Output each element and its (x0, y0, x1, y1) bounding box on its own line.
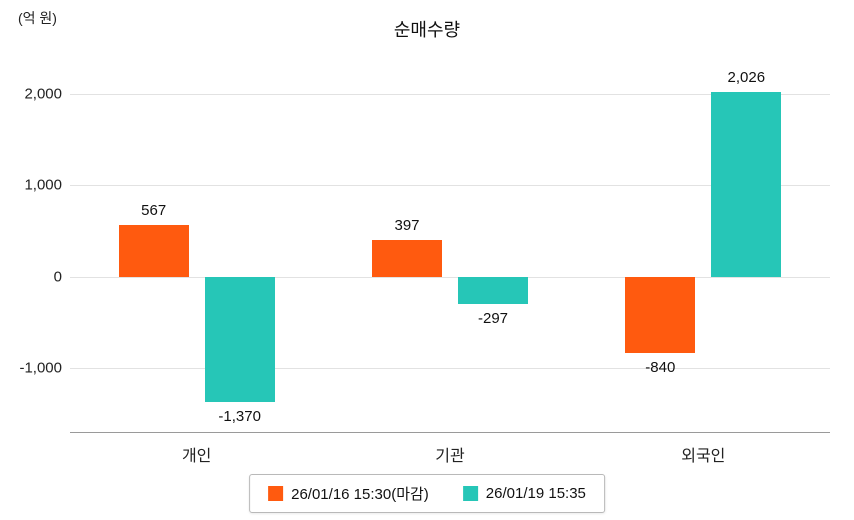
bar-value-label: 567 (141, 201, 167, 219)
legend-swatch-icon (462, 486, 478, 501)
plot-area: 567 -1,370 397 -297 -840 2,026 (70, 62, 830, 433)
bar-series1-외국인 (625, 276, 696, 354)
legend-label: 26/01/19 15:35 (485, 485, 586, 502)
bar-value-label: 397 (394, 217, 420, 235)
bar-value-label: -297 (477, 309, 509, 327)
x-category-label: 기관 (435, 448, 465, 465)
legend: 26/01/16 15:30(마감) 26/01/19 15:35 (249, 474, 605, 513)
y-axis-unit-label: (억 원) (18, 10, 57, 26)
x-category-label: 개인 (181, 448, 212, 465)
y-tick-label: 1,000 (24, 176, 62, 194)
gridline (70, 185, 830, 187)
bar-value-label: -1,370 (218, 407, 261, 425)
chart-title: 순매수량 (393, 20, 461, 40)
bar-series2-외국인 (711, 91, 782, 277)
y-tick-label: 0 (53, 268, 62, 286)
gridline (70, 368, 830, 369)
bar-series2-기관 (458, 276, 528, 304)
gridline (70, 94, 830, 95)
bar-series2-개인 (204, 276, 275, 402)
y-tick-label: 2,000 (24, 85, 62, 103)
y-axis: 2,000 1,000 0 -1,000 (0, 62, 62, 432)
legend-swatch-icon (268, 486, 284, 501)
legend-item-1: 26/01/16 15:30(마감) (268, 483, 429, 504)
y-tick-label: -1,000 (19, 359, 62, 377)
gridline (70, 276, 830, 278)
x-category-label: 외국인 (681, 448, 726, 465)
legend-item-2: 26/01/19 15:35 (462, 485, 586, 502)
bar-value-label: -840 (645, 359, 676, 377)
bar-value-label: 2,026 (727, 68, 766, 86)
legend-label: 26/01/16 15:30(마감) (291, 486, 429, 503)
x-axis: 개인 기관 외국인 (70, 442, 830, 466)
bar-series1-개인 (118, 224, 189, 277)
bar-series1-기관 (372, 240, 442, 277)
